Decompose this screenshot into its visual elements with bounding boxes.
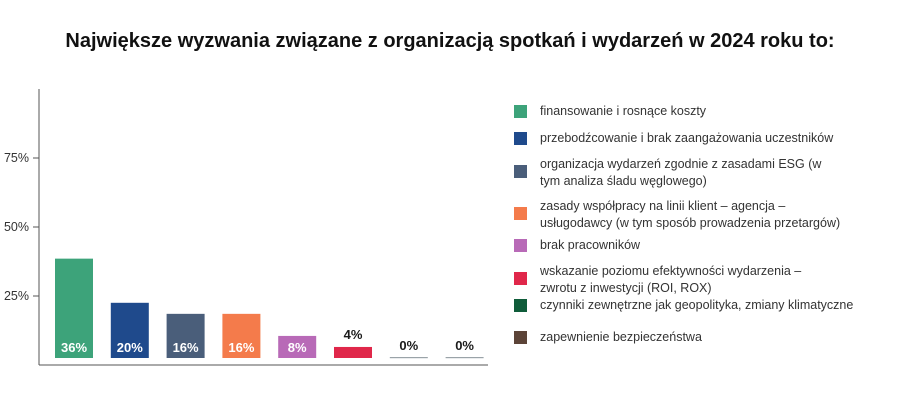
legend-label: finansowanie i rosnące koszty [540,103,890,120]
legend-label-line: finansowanie i rosnące koszty [540,104,707,118]
legend-label: czynniki zewnętrzne jak geopolityka, zmi… [540,297,890,314]
y-tick-label: 25% [4,289,29,303]
bar-value-label: 16% [173,340,199,355]
legend-label: przebodźcowanie i brak zaangażowania ucz… [540,130,890,147]
bar [222,313,261,358]
bar [278,335,317,358]
bar [55,258,93,358]
legend-swatch [514,299,527,312]
legend-label: organizacja wydarzeń zgodnie z zasadami … [540,156,890,190]
bar-value-label: 0% [455,338,474,353]
bar [166,313,205,358]
legend-label-line: organizacja wydarzeń zgodnie z zasadami … [540,157,822,171]
legend-label-line: tym analiza śladu węglowego) [540,174,707,188]
legend-swatch [514,105,527,118]
legend-label-line: zwrotu z inwestycji (ROI, ROX) [540,281,712,295]
legend-swatch [514,272,527,285]
legend-label-line: usługodawcy (w tym sposób prowadzenia pr… [540,216,841,230]
legend-swatch [514,132,527,145]
chart-title: Największe wyzwania związane z organizac… [65,30,835,52]
legend-label-line: brak pracowników [540,238,641,252]
y-tick-label: 75% [4,151,29,165]
bar-chart: 25% 50% 75% 36% 20% 16% 16% 8% 4% 0% 0% [4,89,488,366]
legend-swatch [514,165,527,178]
legend-label: brak pracowników [540,237,890,254]
bar-value-label: 36% [61,340,87,355]
bar [389,357,428,359]
legend-swatch [514,331,527,344]
legend-label-line: czynniki zewnętrzne jak geopolityka, zmi… [540,298,854,312]
bar [110,302,149,358]
legend-label: zasady współpracy na linii klient – agen… [540,198,890,232]
legend-label-line: przebodźcowanie i brak zaangażowania ucz… [540,131,834,145]
bar-value-label: 20% [117,340,143,355]
legend-label: zapewnienie bezpieczeństwa [540,329,890,346]
legend-label-line: zapewnienie bezpieczeństwa [540,330,702,344]
y-tick-label: 50% [4,220,29,234]
legend-swatch [514,239,527,252]
legend-swatch [514,207,527,220]
bar-value-label: 4% [344,327,363,342]
legend-label-line: zasady współpracy na linii klient – agen… [540,199,786,213]
bar [334,346,372,358]
bar [445,357,484,359]
legend-label-line: wskazanie poziomu efektywności wydarzeni… [540,264,802,278]
bar-value-label: 0% [399,338,418,353]
legend-label: wskazanie poziomu efektywności wydarzeni… [540,263,890,297]
bar-value-label: 16% [228,340,254,355]
bar-value-label: 8% [288,340,307,355]
